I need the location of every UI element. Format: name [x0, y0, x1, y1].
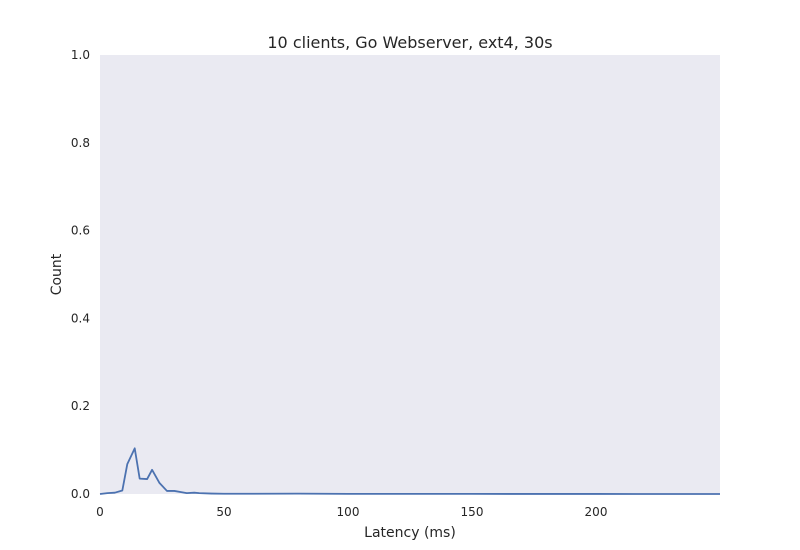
y-tick-label: 0.4 [71, 311, 90, 325]
chart-title: 10 clients, Go Webserver, ext4, 30s [267, 33, 552, 52]
plot-area [100, 55, 720, 494]
x-tick-label: 50 [216, 505, 231, 519]
x-axis-label: Latency (ms) [364, 525, 456, 541]
x-tick-label: 0 [96, 505, 104, 519]
y-tick-label: 0.2 [71, 399, 90, 413]
y-axis-label: Count [49, 253, 65, 295]
y-tick-label: 0.8 [71, 136, 90, 150]
x-tick-label: 200 [585, 505, 608, 519]
series-layer [99, 447, 721, 495]
x-tick-label: 150 [461, 505, 484, 519]
y-tick-label: 1.0 [71, 48, 90, 62]
x-tick-label: 100 [337, 505, 360, 519]
x-axis-ticks: 0 50 100 150 200 [96, 505, 607, 519]
y-tick-label: 0.0 [71, 487, 90, 501]
y-tick-label: 0.6 [71, 224, 90, 238]
y-axis-ticks: 0.0 0.2 0.4 0.6 0.8 1.0 [71, 48, 90, 501]
series-line-0 [99, 447, 721, 495]
